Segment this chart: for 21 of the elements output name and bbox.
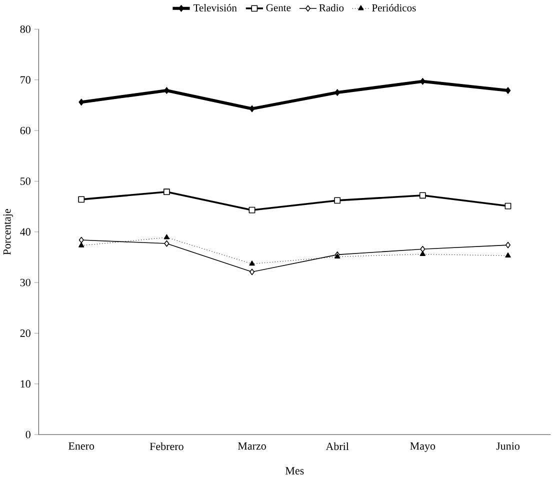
y-tick-label: 80: [20, 26, 30, 33]
legend-label: Radio: [319, 4, 344, 12]
x-axis-title: Mes: [286, 467, 304, 475]
x-tick-label: Enero: [68, 442, 94, 450]
legend-label: Periódicos: [372, 4, 416, 12]
x-tick-label: Abril: [326, 442, 349, 450]
y-tick-label: 40: [20, 228, 30, 236]
x-tick-label: Junio: [496, 442, 520, 450]
y-tick-label: 70: [20, 76, 30, 84]
legend-label: Gente: [266, 4, 291, 12]
x-tick-label: Mayo: [410, 442, 436, 452]
y-tick-label: 0: [26, 430, 30, 438]
legend-label: Televisión: [193, 4, 237, 12]
x-tick-label: Febrero: [150, 442, 184, 450]
x-tick-label: Marzo: [238, 442, 266, 450]
y-axis-title: Porcentaje: [3, 209, 13, 255]
y-tick-label: 20: [20, 330, 30, 338]
y-tick-label: 60: [20, 126, 30, 134]
y-tick-label: 10: [20, 380, 30, 388]
y-tick-label: 30: [20, 278, 30, 286]
y-tick-label: 50: [20, 178, 30, 186]
